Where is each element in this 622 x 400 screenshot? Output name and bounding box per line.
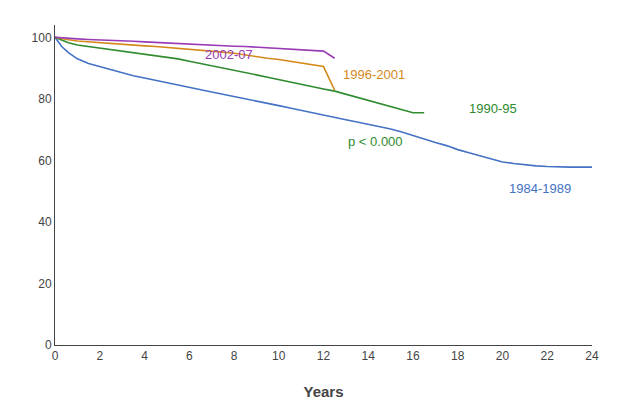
svg-text:10: 10 (272, 349, 286, 363)
svg-text:18: 18 (451, 349, 465, 363)
svg-text:0: 0 (52, 349, 59, 363)
svg-text:80: 80 (38, 92, 52, 106)
svg-text:4: 4 (141, 349, 148, 363)
svg-text:20: 20 (496, 349, 510, 363)
svg-text:1990-95: 1990-95 (469, 101, 517, 116)
svg-text:6: 6 (186, 349, 193, 363)
svg-text:2002-07: 2002-07 (205, 47, 253, 62)
svg-text:1996-2001: 1996-2001 (343, 67, 405, 82)
svg-text:40: 40 (38, 215, 52, 229)
svg-text:Years: Years (303, 383, 343, 400)
svg-text:1984-1989: 1984-1989 (509, 181, 571, 196)
svg-text:22: 22 (541, 349, 555, 363)
svg-text:16: 16 (406, 349, 420, 363)
svg-text:0: 0 (45, 338, 52, 352)
svg-text:60: 60 (38, 154, 52, 168)
svg-text:12: 12 (317, 349, 331, 363)
svg-text:100: 100 (32, 31, 52, 45)
svg-text:24: 24 (585, 349, 599, 363)
svg-text:20: 20 (38, 277, 52, 291)
svg-text:8: 8 (231, 349, 238, 363)
svg-text:2: 2 (96, 349, 103, 363)
svg-text:14: 14 (362, 349, 376, 363)
svg-text:p < 0.000: p < 0.000 (348, 134, 403, 149)
